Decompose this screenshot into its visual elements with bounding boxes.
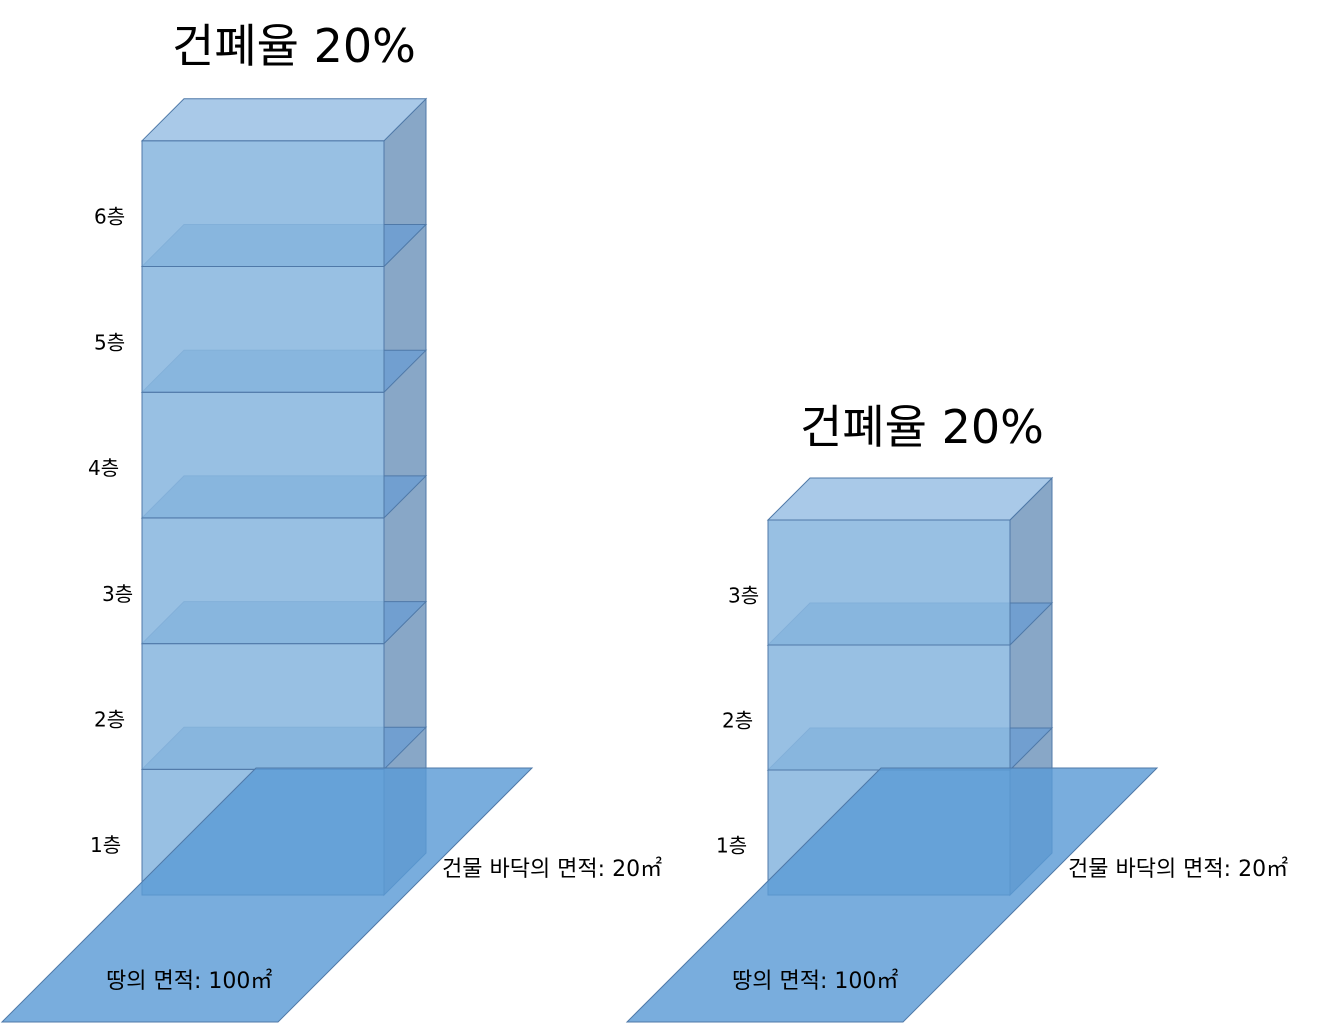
left-land-area-label: 땅의 면적: 100㎡: [106, 968, 272, 994]
left-floor-label: 6층: [94, 205, 125, 229]
right-floor-front-face: [767, 519, 1011, 646]
left-floor-front-face: [141, 517, 385, 645]
right-land-area-label: 땅의 면적: 100㎡: [732, 968, 898, 994]
right-title: 건폐율 20%: [800, 400, 1044, 454]
right-building-floor-area-label: 건물 바닥의 면적: 20㎡: [1068, 856, 1288, 882]
left-floor-front-face: [141, 391, 385, 519]
left-floor-label: 1층: [90, 833, 121, 857]
right-floor-front-face: [767, 644, 1011, 771]
right-land-parcel: [625, 767, 1159, 1023]
left-floor-label: 3층: [102, 582, 133, 606]
left-floor-label: 5층: [94, 330, 125, 354]
right-floor-label: 1층: [716, 834, 747, 858]
left-diagram: 1층 2층 3층 4층 5층 6층 건폐율 20% 건물 바닥의 면적: 20㎡ 땅의 면…: [0, 19, 662, 1023]
left-floor-label: 4층: [88, 456, 119, 480]
left-floor-label: 2층: [94, 707, 125, 731]
right-floor-label: 2층: [722, 709, 753, 733]
left-land-parcel: [0, 767, 534, 1023]
left-floor-front-face: [141, 266, 385, 393]
left-title: 건폐율 20%: [172, 19, 416, 73]
right-building-roof: [766, 477, 1054, 521]
right-diagram: 1층 2층 3층 건폐율 20% 건물 바닥의 면적: 20㎡ 땅의 면적: 100…: [625, 400, 1288, 1023]
left-floor-front-face: [141, 643, 385, 770]
left-floor-front-face: [141, 140, 385, 267]
right-floor-label: 3층: [728, 584, 759, 608]
left-building-floor-area-label: 건물 바닥의 면적: 20㎡: [442, 856, 662, 882]
left-building-roof: [140, 98, 428, 142]
